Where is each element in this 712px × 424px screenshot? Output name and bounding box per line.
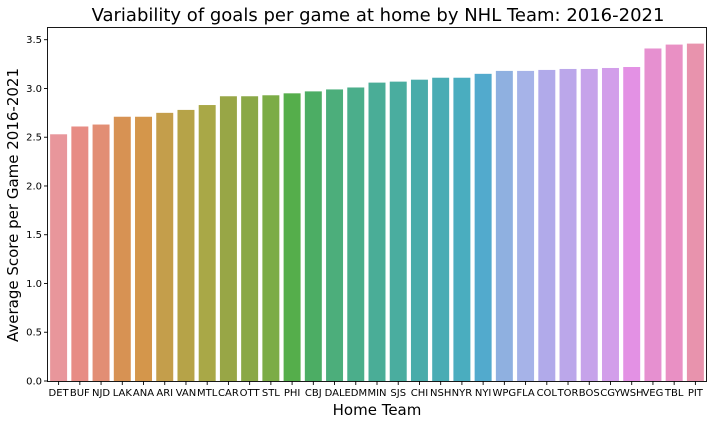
x-tick-label: FLA (516, 388, 535, 399)
x-tick-label: BUF (70, 388, 90, 399)
x-tick-label: MTL (197, 388, 218, 399)
x-tick-label: TOR (557, 388, 579, 399)
bar-nsh (432, 77, 450, 381)
chart-title: Variability of goals per game at home by… (92, 5, 665, 26)
x-tick-label: MIN (367, 388, 386, 399)
x-tick-label: LAK (113, 388, 133, 399)
x-tick-label: CGY (600, 388, 621, 399)
bar-bos (580, 68, 598, 382)
bar-stl (262, 95, 280, 381)
bar-sjs (389, 81, 407, 381)
x-tick-label: CAR (218, 388, 239, 399)
bar-nyr (453, 77, 471, 381)
plot-frame (47, 27, 707, 382)
bar-cgy (601, 67, 619, 381)
y-tick-label: 0.0 (26, 377, 42, 388)
x-tick-label: COL (537, 388, 558, 399)
bar-pit (686, 43, 704, 381)
bar-wpg (495, 70, 513, 381)
x-tick-label: NSH (430, 388, 451, 399)
bar-edm (347, 87, 365, 381)
y-tick-label: 3.0 (26, 84, 42, 95)
y-axis-label: Average Score per Game 2016-2021 (4, 68, 22, 342)
y-axis-ticks: 0.0 0.5 1.0 1.5 2.0 2.5 3.0 3.5 (26, 35, 48, 388)
x-axis-label: Home Team (333, 401, 422, 419)
x-tick-label: VEG (642, 388, 663, 399)
bar-van (177, 109, 195, 381)
x-tick-label: BOS (579, 388, 600, 399)
y-tick-label: 1.5 (26, 230, 42, 241)
bar-col (538, 69, 556, 382)
x-tick-label: NJD (92, 388, 110, 399)
x-tick-label: STL (262, 388, 280, 399)
bar-veg (644, 48, 662, 381)
y-tick-label: 1.0 (26, 279, 42, 290)
bar-nyi (474, 73, 492, 381)
x-tick-label: WSH (620, 388, 644, 399)
x-tick-label: CBJ (305, 388, 322, 399)
bar-car (219, 96, 237, 381)
bar-wsh (623, 67, 641, 381)
x-tick-label: SJS (390, 388, 406, 399)
bar-mtl (198, 105, 216, 381)
bar-det (50, 134, 68, 381)
bar-tor (559, 68, 577, 382)
x-tick-label: DAL (325, 388, 345, 399)
bar-buf (71, 126, 89, 382)
y-tick-label: 3.5 (26, 35, 42, 46)
x-axis-ticks: DET BUF NJD LAK ANA ARI VAN MTL CAR OTT STL PHI CBJ D… (49, 381, 704, 399)
x-tick-label: VAN (176, 388, 197, 399)
x-tick-label: CHI (411, 388, 428, 399)
bar-chi (410, 79, 428, 382)
x-tick-label: OTT (240, 388, 261, 399)
bar-ott (241, 96, 259, 381)
bars (50, 43, 704, 382)
y-tick-label: 2.0 (26, 181, 42, 192)
bar-phi (283, 93, 301, 381)
bar-ana (135, 116, 153, 382)
y-tick-label: 0.5 (26, 328, 42, 339)
y-tick-label: 2.5 (26, 133, 42, 144)
x-tick-label: EDM (344, 388, 367, 399)
x-tick-label: ANA (133, 388, 154, 399)
x-tick-label: WPG (493, 388, 517, 399)
x-tick-label: PHI (284, 388, 301, 399)
x-tick-label: TBL (664, 388, 684, 399)
bar-dal (326, 89, 344, 382)
bar-njd (92, 124, 110, 381)
x-tick-label: DET (49, 388, 70, 399)
bar-lak (113, 116, 131, 382)
x-tick-label: NYI (475, 388, 492, 399)
x-tick-label: NYR (452, 388, 473, 399)
bar-min (368, 82, 386, 382)
bar-tbl (665, 44, 683, 381)
bar-cbj (304, 91, 322, 381)
bar-fla (517, 70, 535, 381)
x-tick-label: PIT (688, 388, 704, 399)
bar-ari (156, 112, 174, 381)
x-tick-label: ARI (156, 388, 173, 399)
